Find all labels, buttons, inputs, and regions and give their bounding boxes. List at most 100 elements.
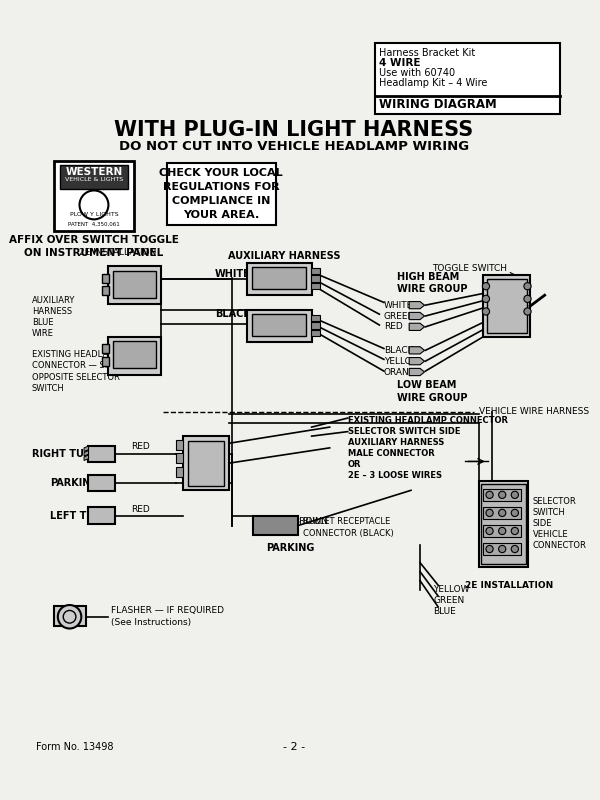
Text: BROWN: BROWN (181, 448, 215, 457)
Text: RED: RED (131, 505, 150, 514)
Bar (54, 161, 134, 231)
Bar (483, 506, 521, 519)
Text: FLASHER — IF REQUIRED
(See Instructions): FLASHER — IF REQUIRED (See Instructions) (111, 606, 224, 627)
Text: AFFIX OVER SWITCH TOGGLE
ON INSTRUMENT PANEL: AFFIX OVER SWITCH TOGGLE ON INSTRUMENT P… (9, 234, 179, 258)
Circle shape (499, 491, 506, 498)
Bar (311, 322, 320, 329)
Bar (109, 337, 161, 374)
Text: RED: RED (384, 322, 403, 331)
Text: BLACK: BLACK (215, 309, 251, 319)
Bar (252, 267, 306, 289)
Bar (102, 357, 109, 366)
Circle shape (486, 527, 493, 534)
Text: LEFT TURN: LEFT TURN (50, 510, 110, 521)
Circle shape (482, 295, 490, 302)
Text: 2E INSTALLATION: 2E INSTALLATION (465, 581, 553, 590)
Bar (102, 274, 109, 282)
Bar (167, 163, 275, 225)
Bar (59, 165, 128, 189)
Circle shape (486, 510, 493, 517)
Circle shape (486, 491, 493, 498)
Bar (176, 454, 184, 463)
Bar (311, 268, 320, 274)
Bar (483, 489, 521, 501)
Bar (184, 436, 229, 490)
Text: BROWN: BROWN (293, 518, 329, 526)
Text: GREEN: GREEN (384, 311, 415, 321)
Text: Headlamp Kit – 4 Wire: Headlamp Kit – 4 Wire (379, 78, 488, 87)
Bar (113, 342, 156, 368)
Text: PATENT  4,350,061: PATENT 4,350,061 (68, 222, 120, 227)
Circle shape (511, 491, 518, 498)
Text: EXISTING HEADLAMP CONNECTOR
SELECTOR SWITCH SIDE: EXISTING HEADLAMP CONNECTOR SELECTOR SWI… (348, 416, 508, 436)
Bar (88, 446, 115, 462)
Bar (113, 271, 156, 298)
Text: WIRING DIAGRAM: WIRING DIAGRAM (379, 98, 497, 111)
Bar (88, 507, 115, 524)
Text: BULLET RECEPTACLE
CONNECTOR (BLACK): BULLET RECEPTACLE CONNECTOR (BLACK) (302, 518, 394, 538)
Circle shape (524, 295, 531, 302)
Text: WHITE: WHITE (384, 301, 413, 310)
Text: 4 WIRE: 4 WIRE (379, 58, 421, 68)
Circle shape (499, 510, 506, 517)
Bar (176, 440, 184, 450)
Polygon shape (409, 368, 425, 376)
Text: RED: RED (131, 442, 150, 451)
Bar (483, 525, 521, 538)
Bar (102, 344, 109, 353)
Text: VEHICLE & LIGHTS: VEHICLE & LIGHTS (65, 177, 123, 182)
Text: ORANGE: ORANGE (384, 367, 422, 377)
Bar (311, 315, 320, 322)
Text: - 2 -: - 2 - (283, 742, 305, 752)
Text: BLACK: BLACK (384, 346, 413, 355)
Polygon shape (84, 450, 89, 456)
Text: AUXILIARY HARNESS
MALE CONNECTOR
OR
2E – 3 LOOSE WIRES: AUXILIARY HARNESS MALE CONNECTOR OR 2E –… (348, 438, 444, 480)
Bar (188, 441, 224, 486)
Circle shape (511, 546, 518, 553)
Circle shape (499, 527, 506, 534)
Text: AUXILIARY HARNESS: AUXILIARY HARNESS (228, 251, 341, 261)
Text: YELLOW: YELLOW (384, 357, 421, 366)
Circle shape (524, 308, 531, 315)
Bar (479, 482, 529, 567)
Polygon shape (409, 346, 425, 354)
Polygon shape (409, 302, 425, 309)
Text: PARKING: PARKING (50, 478, 98, 488)
Bar (483, 275, 530, 337)
Text: WHITE: WHITE (215, 269, 251, 278)
Text: PLOW Y LIGHTS: PLOW Y LIGHTS (70, 212, 118, 217)
Circle shape (486, 546, 493, 553)
Circle shape (511, 510, 518, 517)
Text: AUXILIARY
HARNESS
BLUE
WIRE: AUXILIARY HARNESS BLUE WIRE (32, 296, 75, 338)
Circle shape (482, 308, 490, 315)
Bar (253, 516, 298, 535)
Bar (311, 282, 320, 289)
Bar (88, 475, 115, 491)
Circle shape (482, 282, 490, 290)
Bar (487, 279, 527, 333)
Polygon shape (409, 358, 425, 365)
Bar (481, 484, 526, 564)
Text: DO NOT CUT INTO VEHICLE HEADLAMP WIRING: DO NOT CUT INTO VEHICLE HEADLAMP WIRING (119, 140, 469, 153)
Polygon shape (409, 312, 425, 320)
Text: Form No. 13498: Form No. 13498 (36, 742, 113, 752)
Bar (483, 542, 521, 555)
Bar (54, 606, 86, 626)
Polygon shape (84, 455, 89, 461)
Circle shape (499, 546, 506, 553)
Bar (247, 310, 311, 342)
Text: PARKING: PARKING (266, 542, 315, 553)
Circle shape (511, 527, 518, 534)
Text: SELECTOR
SWITCH
SIDE
VEHICLE
CONNECTOR: SELECTOR SWITCH SIDE VEHICLE CONNECTOR (533, 497, 587, 550)
Circle shape (58, 605, 82, 629)
Polygon shape (84, 446, 89, 451)
Text: WITH PLUG-IN LIGHT HARNESS: WITH PLUG-IN LIGHT HARNESS (114, 120, 473, 140)
Text: LOW BEAM
WIRE GROUP: LOW BEAM WIRE GROUP (397, 380, 468, 402)
Text: YELLOW: YELLOW (434, 585, 470, 594)
Text: WESTERN: WESTERN (65, 167, 122, 177)
Text: TOGGLE SWITCH: TOGGLE SWITCH (432, 264, 507, 273)
Text: BLUE: BLUE (434, 607, 457, 616)
Text: RIGHT TURN: RIGHT TURN (32, 449, 99, 459)
Bar (311, 275, 320, 282)
Bar (311, 330, 320, 336)
